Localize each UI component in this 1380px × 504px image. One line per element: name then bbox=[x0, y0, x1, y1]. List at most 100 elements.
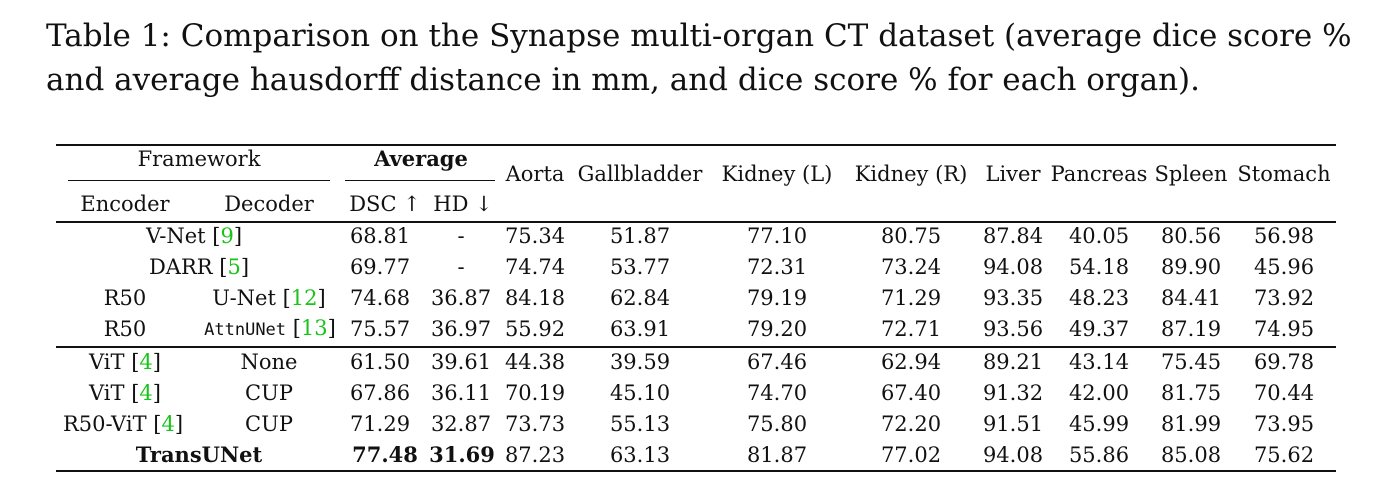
pancreas-cell: 43.14 bbox=[1068, 350, 1130, 374]
decoder-cell: U-Net [12] bbox=[212, 286, 326, 310]
organ-header-aorta: Aorta bbox=[505, 162, 565, 186]
stomach-cell: 69.78 bbox=[1253, 350, 1315, 374]
organ-header-pancreas: Pancreas bbox=[1050, 162, 1148, 186]
spleen-cell: 75.45 bbox=[1160, 350, 1222, 374]
kidney-r-cell: 62.94 bbox=[880, 350, 942, 374]
citation-link[interactable]: 13 bbox=[300, 316, 328, 340]
citation-link[interactable]: 4 bbox=[139, 381, 153, 405]
dsc-header: DSC ↑ bbox=[349, 192, 421, 216]
pancreas-cell: 55.86 bbox=[1068, 443, 1130, 467]
hd-cell: 36.87 bbox=[430, 286, 492, 310]
pancreas-cell: 45.99 bbox=[1068, 412, 1130, 436]
aorta-cell: 73.73 bbox=[504, 412, 566, 436]
group-rule bbox=[56, 346, 1336, 348]
gallbladder-cell: 45.10 bbox=[609, 381, 671, 405]
kidney-l-cell: 75.80 bbox=[746, 412, 808, 436]
encoder-cell: R50-ViT [4] bbox=[62, 412, 184, 436]
dsc-cell: 61.50 bbox=[349, 350, 411, 374]
hd-cell: 36.97 bbox=[430, 317, 492, 341]
table-caption: Table 1: Comparison on the Synapse multi… bbox=[46, 18, 1352, 98]
kidney-r-cell: 72.20 bbox=[880, 412, 942, 436]
average-header: Average bbox=[374, 146, 468, 171]
spleen-cell: 84.41 bbox=[1160, 286, 1222, 310]
liver-cell: 93.35 bbox=[982, 286, 1044, 310]
stomach-cell: 73.92 bbox=[1253, 286, 1315, 310]
stomach-cell: 70.44 bbox=[1253, 381, 1315, 405]
kidney-l-cell: 67.46 bbox=[746, 350, 808, 374]
dsc-cell: 67.86 bbox=[349, 381, 411, 405]
citation-link[interactable]: 9 bbox=[220, 224, 234, 248]
citation-link[interactable]: 12 bbox=[290, 286, 318, 310]
spleen-cell: 87.19 bbox=[1160, 317, 1222, 341]
kidney-l-cell: 79.19 bbox=[746, 286, 808, 310]
kidney-l-cell: 77.10 bbox=[746, 224, 808, 248]
dsc-cell: 71.29 bbox=[349, 412, 411, 436]
decoder-cell: AttnUNet [13] bbox=[204, 316, 336, 340]
framework-cell: V-Net [9] bbox=[145, 224, 243, 248]
kidney-l-cell: 81.87 bbox=[746, 443, 808, 467]
gallbladder-cell: 63.91 bbox=[609, 317, 671, 341]
gallbladder-cell: 55.13 bbox=[609, 412, 671, 436]
spleen-cell: 85.08 bbox=[1160, 443, 1222, 467]
aorta-cell: 84.18 bbox=[504, 286, 566, 310]
spleen-cell: 81.75 bbox=[1160, 381, 1222, 405]
kidney-r-cell: 72.71 bbox=[880, 317, 942, 341]
dsc-cell: 74.68 bbox=[349, 286, 411, 310]
spleen-cell: 81.99 bbox=[1160, 412, 1222, 436]
aorta-cell: 44.38 bbox=[504, 350, 566, 374]
hd-cell: 36.11 bbox=[430, 381, 492, 405]
dsc-cell: 77.48 bbox=[352, 442, 418, 467]
kidney-r-cell: 71.29 bbox=[880, 286, 942, 310]
encoder-cell: R50 bbox=[103, 317, 147, 341]
framework-header: Framework bbox=[137, 147, 261, 171]
liver-cell: 94.08 bbox=[982, 255, 1044, 279]
header-rule bbox=[56, 221, 1336, 223]
kidney-r-cell: 80.75 bbox=[880, 224, 942, 248]
top-rule bbox=[56, 144, 1336, 146]
framework-cell: DARR [5] bbox=[148, 255, 250, 279]
spleen-cell: 80.56 bbox=[1160, 224, 1222, 248]
organ-header-kidney-l: Kidney (L) bbox=[721, 162, 833, 186]
framework-underline bbox=[68, 180, 330, 181]
kidney-l-cell: 79.20 bbox=[746, 317, 808, 341]
pancreas-cell: 48.23 bbox=[1068, 286, 1130, 310]
pancreas-cell: 49.37 bbox=[1068, 317, 1130, 341]
liver-cell: 87.84 bbox=[982, 224, 1044, 248]
pancreas-cell: 40.05 bbox=[1068, 224, 1130, 248]
aorta-cell: 87.23 bbox=[504, 443, 566, 467]
decoder-cell: CUP bbox=[245, 381, 293, 405]
gallbladder-cell: 51.87 bbox=[609, 224, 671, 248]
hd-cell: 39.61 bbox=[430, 350, 492, 374]
decoder-cell: None bbox=[240, 350, 298, 374]
liver-cell: 94.08 bbox=[982, 443, 1044, 467]
aorta-cell: 75.34 bbox=[504, 224, 566, 248]
citation-link[interactable]: 4 bbox=[161, 412, 175, 436]
liver-cell: 93.56 bbox=[982, 317, 1044, 341]
citation-link[interactable]: 4 bbox=[139, 350, 153, 374]
gallbladder-cell: 63.13 bbox=[609, 443, 671, 467]
decoder-header: Decoder bbox=[224, 192, 314, 216]
gallbladder-cell: 39.59 bbox=[609, 350, 671, 374]
organ-header-liver: Liver bbox=[985, 162, 1041, 186]
kidney-l-cell: 72.31 bbox=[746, 255, 808, 279]
liver-cell: 91.32 bbox=[982, 381, 1044, 405]
encoder-cell: ViT [4] bbox=[89, 381, 161, 405]
citation-link[interactable]: 5 bbox=[227, 255, 241, 279]
organ-header-gallbladder: Gallbladder bbox=[577, 162, 703, 186]
pancreas-cell: 54.18 bbox=[1068, 255, 1130, 279]
dsc-cell: 68.81 bbox=[349, 224, 411, 248]
kidney-l-cell: 74.70 bbox=[746, 381, 808, 405]
stomach-cell: 75.62 bbox=[1253, 443, 1315, 467]
hd-header: HD ↓ bbox=[433, 192, 493, 216]
dsc-cell: 69.77 bbox=[349, 255, 411, 279]
aorta-cell: 55.92 bbox=[504, 317, 566, 341]
aorta-cell: 70.19 bbox=[504, 381, 566, 405]
organ-header-stomach: Stomach bbox=[1237, 162, 1331, 186]
spleen-cell: 89.90 bbox=[1160, 255, 1222, 279]
encoder-cell: R50 bbox=[103, 286, 147, 310]
pancreas-cell: 42.00 bbox=[1068, 381, 1130, 405]
liver-cell: 91.51 bbox=[982, 412, 1044, 436]
hd-cell: 31.69 bbox=[429, 442, 495, 467]
kidney-r-cell: 67.40 bbox=[880, 381, 942, 405]
stomach-cell: 73.95 bbox=[1253, 412, 1315, 436]
